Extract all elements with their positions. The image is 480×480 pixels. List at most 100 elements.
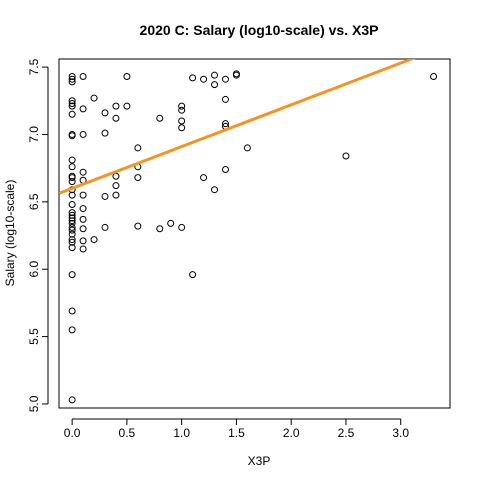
data-point xyxy=(68,99,76,107)
points-layer xyxy=(68,70,438,404)
data-point xyxy=(68,307,76,315)
data-point xyxy=(68,236,76,244)
data-point xyxy=(200,174,208,182)
data-point xyxy=(68,396,76,404)
data-point xyxy=(90,94,98,102)
data-point xyxy=(123,102,131,110)
y-tick-label: 5.5 xyxy=(27,328,41,345)
data-point xyxy=(79,191,87,199)
data-point xyxy=(79,130,87,138)
data-point xyxy=(68,223,76,231)
data-point xyxy=(189,271,197,279)
data-point xyxy=(112,114,120,122)
data-point xyxy=(68,211,76,219)
data-point xyxy=(68,75,76,83)
data-point xyxy=(200,75,208,83)
x-tick-label: 1.5 xyxy=(228,426,245,440)
data-point xyxy=(101,192,109,200)
x-tick-label: 2.5 xyxy=(338,426,355,440)
x-tick-label: 1.0 xyxy=(173,426,190,440)
data-point xyxy=(221,165,229,173)
data-point xyxy=(134,174,142,182)
data-point xyxy=(189,74,197,82)
data-point xyxy=(79,215,87,223)
x-tick-label: 0.0 xyxy=(64,426,81,440)
data-point xyxy=(79,237,87,245)
data-point xyxy=(68,78,76,86)
y-tick-label: 5.0 xyxy=(27,395,41,412)
plot-frame xyxy=(58,58,451,409)
data-point xyxy=(68,326,76,334)
data-point xyxy=(68,230,76,238)
y-tick-label: 7.0 xyxy=(27,126,41,143)
data-point xyxy=(68,102,76,110)
y-tick-label: 6.5 xyxy=(27,193,41,210)
data-point xyxy=(430,73,438,81)
data-point xyxy=(134,144,142,152)
plot-area xyxy=(59,59,438,404)
data-point xyxy=(232,71,240,79)
data-point xyxy=(101,223,109,231)
data-point xyxy=(112,191,120,199)
data-point xyxy=(211,186,219,194)
data-point xyxy=(178,102,186,110)
data-point xyxy=(178,106,186,114)
data-point xyxy=(211,71,219,79)
data-point xyxy=(221,95,229,103)
x-tick-label: 2.0 xyxy=(283,426,300,440)
regression-line xyxy=(59,59,416,195)
data-point xyxy=(68,174,76,182)
y-axis-title: Salary (log10-scale) xyxy=(3,180,17,287)
data-point xyxy=(68,178,76,186)
data-point xyxy=(167,219,175,227)
x-tick-label: 0.5 xyxy=(119,426,136,440)
data-point xyxy=(68,163,76,171)
y-tick-label: 6.0 xyxy=(27,261,41,278)
y-tick-label: 7.5 xyxy=(27,58,41,75)
data-point xyxy=(211,81,219,89)
data-point xyxy=(101,129,109,137)
data-point xyxy=(123,73,131,81)
data-point xyxy=(156,225,164,233)
data-point xyxy=(243,144,251,152)
x-axis-title: X3P xyxy=(248,454,271,468)
data-point xyxy=(221,75,229,83)
data-point xyxy=(68,97,76,105)
data-point xyxy=(68,226,76,234)
data-point xyxy=(178,124,186,132)
data-point xyxy=(178,223,186,231)
data-point xyxy=(68,214,76,222)
data-point xyxy=(221,120,229,128)
data-point xyxy=(134,222,142,230)
x-axis: 0.0 0.5 1.0 1.5 2.0 2.5 3.0 xyxy=(64,418,409,440)
data-point xyxy=(68,201,76,209)
data-point xyxy=(112,172,120,180)
data-point xyxy=(79,245,87,253)
data-point xyxy=(156,114,164,122)
data-point xyxy=(112,102,120,110)
data-point xyxy=(101,109,109,117)
data-point xyxy=(79,205,87,213)
data-point xyxy=(68,191,76,199)
data-point xyxy=(68,219,76,227)
data-point xyxy=(68,73,76,81)
data-point xyxy=(68,271,76,279)
data-point xyxy=(90,236,98,244)
data-point xyxy=(79,73,87,81)
y-axis: 5.0 5.5 6.0 6.5 7.0 7.5 xyxy=(27,58,49,412)
data-point xyxy=(178,117,186,125)
x-tick-label: 3.0 xyxy=(392,426,409,440)
data-point xyxy=(68,244,76,252)
data-point xyxy=(68,238,76,246)
data-point xyxy=(68,156,76,164)
data-point xyxy=(79,225,87,233)
data-point xyxy=(342,152,350,160)
data-point xyxy=(68,217,76,225)
data-point xyxy=(68,132,76,140)
data-point xyxy=(112,182,120,190)
data-point xyxy=(79,168,87,176)
data-point xyxy=(79,105,87,113)
data-point xyxy=(68,110,76,118)
